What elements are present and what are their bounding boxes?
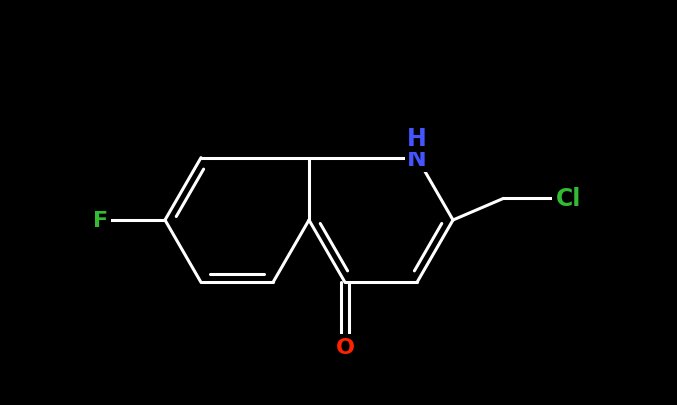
- Text: O: O: [336, 337, 355, 357]
- Text: N: N: [407, 146, 427, 170]
- Text: H: H: [407, 126, 427, 150]
- Text: F: F: [93, 211, 108, 230]
- Text: Cl: Cl: [556, 187, 581, 211]
